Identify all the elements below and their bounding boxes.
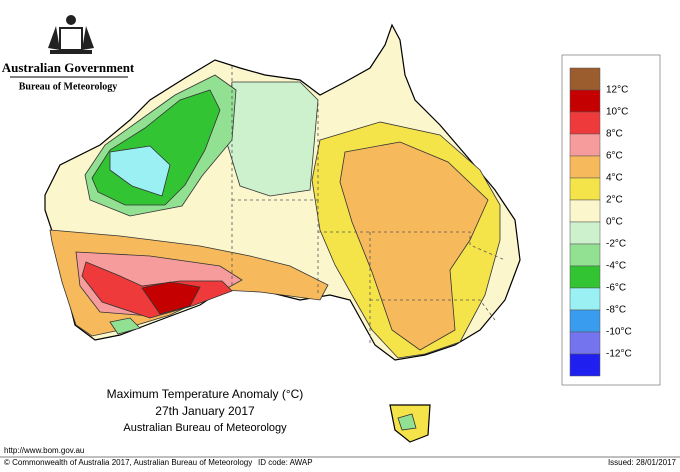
legend-label: -6°C bbox=[606, 283, 626, 294]
coat-of-arms bbox=[48, 15, 94, 54]
legend-swatch bbox=[569, 133, 601, 157]
zone-pale-green bbox=[225, 81, 319, 197]
bureau-name: Bureau of Meteorology bbox=[19, 81, 118, 92]
legend-label: 10°C bbox=[606, 107, 628, 118]
legend-swatch bbox=[569, 353, 601, 377]
legend-swatch bbox=[569, 265, 601, 289]
legend-swatch bbox=[569, 287, 601, 311]
footer-id: ID code: AWAP bbox=[258, 458, 313, 467]
legend-swatch bbox=[569, 331, 601, 355]
legend: 12°C 10°C 8°C 6°C 4°C 2°C 0°C -2°C -4°C -6°C -8°C -… bbox=[561, 54, 661, 386]
australia-map bbox=[44, 23, 521, 443]
legend-label: 4°C bbox=[606, 173, 623, 184]
legend-label: -12°C bbox=[606, 349, 632, 360]
zone-cyan bbox=[109, 145, 171, 197]
map-date: 27th January 2017 bbox=[155, 404, 255, 418]
legend-label: -10°C bbox=[606, 327, 632, 338]
zone-green-sw bbox=[109, 317, 141, 335]
legend-label: 6°C bbox=[606, 151, 623, 162]
legend-label: -4°C bbox=[606, 261, 626, 272]
legend-swatch bbox=[569, 111, 601, 135]
footer-copyright: © Commonwealth of Australia 2017, Austra… bbox=[4, 458, 252, 467]
footer-url: http://www.bom.gov.au bbox=[4, 446, 84, 455]
legend-label: -8°C bbox=[606, 305, 626, 316]
map-source: Australian Bureau of Meteorology bbox=[123, 422, 287, 434]
legend-swatch bbox=[569, 199, 601, 223]
legend-swatch bbox=[569, 177, 601, 201]
map-title: Maximum Temperature Anomaly (°C) bbox=[107, 387, 304, 401]
footer-issued: Issued: 28/01/2017 bbox=[608, 458, 677, 467]
legend-swatch bbox=[569, 155, 601, 179]
government-name: Australian Government bbox=[2, 60, 135, 75]
legend-swatch bbox=[569, 243, 601, 267]
legend-swatch bbox=[569, 67, 601, 91]
tasmania-green bbox=[397, 413, 417, 431]
state-borders bbox=[231, 66, 506, 345]
legend-label: 8°C bbox=[606, 129, 623, 140]
legend-swatch bbox=[569, 221, 601, 245]
zone-dark-red bbox=[141, 281, 201, 315]
legend-label: -2°C bbox=[606, 239, 626, 250]
legend-swatch bbox=[569, 89, 601, 113]
legend-label: 12°C bbox=[606, 85, 628, 96]
legend-label: 2°C bbox=[606, 195, 623, 206]
legend-swatch bbox=[569, 309, 601, 333]
legend-label: 0°C bbox=[606, 217, 623, 228]
zone-orange bbox=[339, 141, 489, 351]
